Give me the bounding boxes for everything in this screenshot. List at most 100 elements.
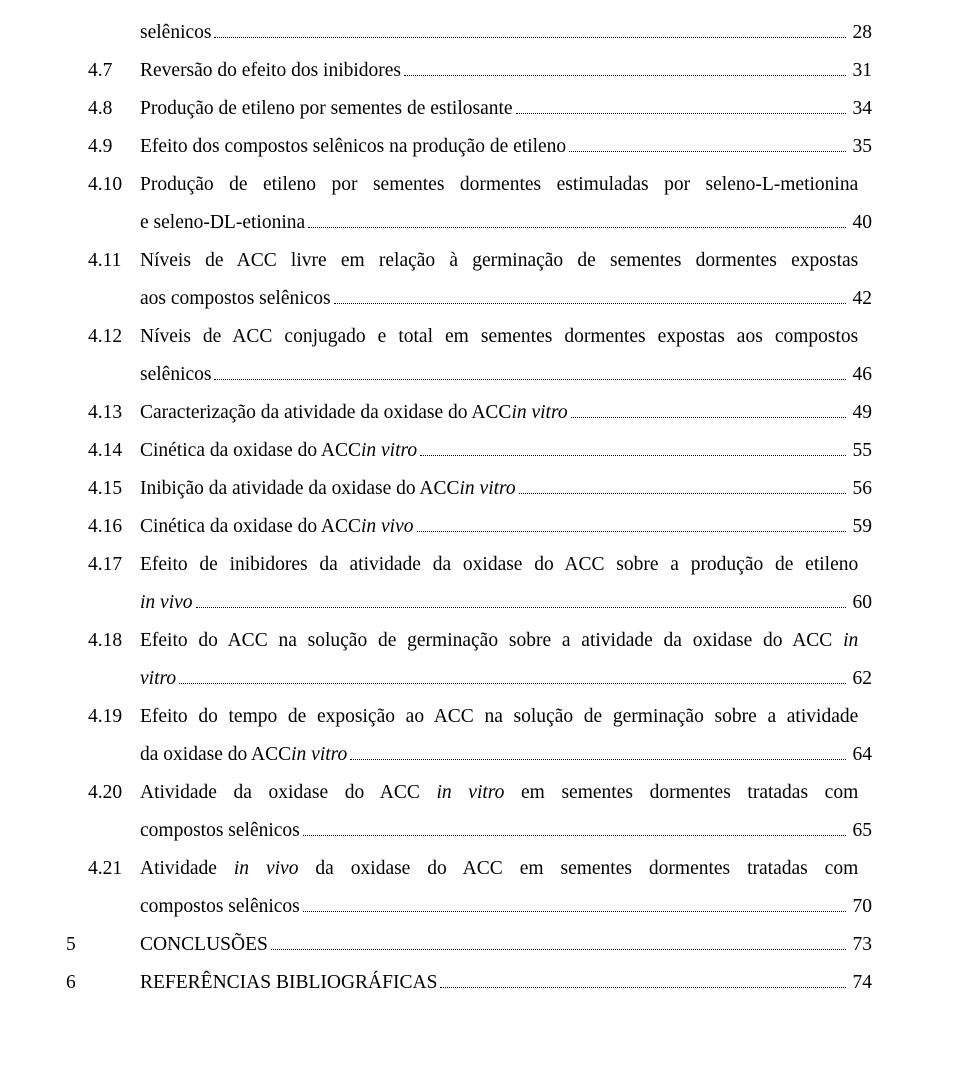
entry-number: 4.7	[88, 52, 140, 90]
toc-entry: 4.10Produção de etileno por sementes dor…	[66, 166, 872, 204]
entry-text: compostos selênicos	[140, 812, 300, 850]
entry-text-wrap: Cinética da oxidase do ACC in vivo	[140, 508, 849, 546]
entry-number: 4.13	[88, 394, 140, 432]
dot-leader	[350, 745, 845, 761]
entry-text: selênicos	[140, 14, 211, 52]
entry-number: 4.10	[88, 166, 140, 204]
entry-text-wrap: in vivo	[140, 584, 849, 622]
entry-text-italic: in vitro	[437, 782, 505, 803]
toc-entry: 4.13Caracterização da atividade da oxida…	[66, 394, 872, 432]
toc-entry: selênicos 28	[66, 14, 872, 52]
entry-text: Caracterização da atividade da oxidase d…	[140, 394, 511, 432]
entry-page: 55	[849, 432, 873, 470]
toc-entry-continuation: selênicos46	[66, 356, 872, 394]
toc-entry: 4.17Efeito de inibidores da atividade da…	[66, 546, 872, 584]
entry-text-line1: Efeito de inibidores da atividade da oxi…	[140, 546, 858, 584]
entry-number: 4.18	[88, 622, 140, 660]
entry-text-wrap: selênicos	[140, 14, 849, 52]
entry-page: 70	[849, 888, 873, 926]
toc-entry-continuation: vitro62	[66, 660, 872, 698]
entry-text: da oxidase do ACC em sementes dormentes …	[298, 858, 858, 879]
entry-text-wrap: CONCLUSÕES	[140, 926, 849, 964]
toc-page: selênicos 284.7Reversão do efeito dos ini…	[0, 0, 960, 1002]
entry-page: 40	[849, 204, 873, 242]
dot-leader	[179, 669, 845, 685]
entry-page: 31	[849, 52, 873, 90]
entry-page: 74	[849, 964, 873, 1002]
entry-page: 62	[849, 660, 873, 698]
entry-number: 4.9	[88, 128, 140, 166]
entry-text-italic: in vivo	[140, 584, 193, 622]
entry-page-spacer	[858, 242, 872, 280]
toc-entry: 4.21Atividade in vivo da oxidase do ACC …	[66, 850, 872, 888]
entry-page-spacer	[858, 546, 872, 584]
entry-text-wrap: Cinética da oxidase do ACC in vitro	[140, 432, 849, 470]
toc-entry: 4.11Níveis de ACC livre em relação à ger…	[66, 242, 872, 280]
entry-text-wrap: compostos selênicos	[140, 888, 849, 926]
entry-page-spacer	[858, 166, 872, 204]
entry-number: 4.14	[88, 432, 140, 470]
dot-leader	[420, 441, 845, 457]
entry-text-line1: Efeito do tempo de exposição ao ACC na s…	[140, 698, 858, 736]
entry-number: 4.17	[88, 546, 140, 584]
entry-text-italic: in vivo	[234, 858, 299, 879]
entry-text-line1: Efeito do ACC na solução de germinação s…	[140, 622, 858, 660]
entry-text-wrap: e seleno-DL-etionina	[140, 204, 849, 242]
entry-text: Efeito dos compostos selênicos na produç…	[140, 128, 566, 166]
entry-text: selênicos	[140, 356, 211, 394]
entry-text-italic: in vitro	[361, 432, 417, 470]
entry-text: compostos selênicos	[140, 888, 300, 926]
entry-text: CONCLUSÕES	[140, 926, 268, 964]
entry-text: Cinética da oxidase do ACC	[140, 432, 361, 470]
entry-text-line1: Níveis de ACC livre em relação à germina…	[140, 242, 858, 280]
entry-page-spacer	[858, 698, 872, 736]
entry-page-spacer	[858, 850, 872, 888]
dot-leader	[303, 897, 846, 913]
entry-page-spacer	[858, 622, 872, 660]
dot-leader	[569, 136, 845, 152]
entry-number: 4.21	[88, 850, 140, 888]
entry-page: 35	[849, 128, 873, 166]
entry-page: 65	[849, 812, 873, 850]
toc-entry: 4.18Efeito do ACC na solução de germinaç…	[66, 622, 872, 660]
entry-text: da oxidase do ACC	[140, 736, 291, 774]
entry-text-italic: in vivo	[361, 508, 414, 546]
entry-text: Inibição da atividade da oxidase do ACC	[140, 470, 460, 508]
toc-entry-continuation: aos compostos selênicos 42	[66, 280, 872, 318]
toc-entry: 4.7Reversão do efeito dos inibidores31	[66, 52, 872, 90]
entry-text-wrap: REFERÊNCIAS BIBLIOGRÁFICAS	[140, 964, 849, 1002]
entry-number: 4.20	[88, 774, 140, 812]
dot-leader	[334, 288, 846, 304]
entry-page-spacer	[858, 774, 872, 812]
toc-entry: 5 CONCLUSÕES 73	[66, 926, 872, 964]
toc-entry-continuation: in vivo60	[66, 584, 872, 622]
dot-leader	[571, 403, 846, 419]
dot-leader	[404, 60, 845, 76]
entry-text-wrap: vitro	[140, 660, 849, 698]
entry-page: 73	[849, 926, 873, 964]
entry-page: 64	[849, 736, 873, 774]
entry-number: 4.19	[88, 698, 140, 736]
dot-leader	[214, 365, 845, 381]
entry-text-wrap: selênicos	[140, 356, 849, 394]
entry-chapter: 5	[66, 926, 88, 964]
toc-entry-continuation: compostos selênicos 65	[66, 812, 872, 850]
entry-number: 4.8	[88, 90, 140, 128]
entry-text-italic: in vitro	[291, 736, 347, 774]
toc-entry: 4.14Cinética da oxidase do ACC in vitro5…	[66, 432, 872, 470]
entry-page: 49	[849, 394, 873, 432]
entry-text-wrap: Produção de etileno por sementes de esti…	[140, 90, 849, 128]
entry-text-line1: Produção de etileno por sementes dorment…	[140, 166, 858, 204]
entry-text: aos compostos selênicos	[140, 280, 331, 318]
dot-leader	[516, 98, 846, 114]
entry-text-wrap: compostos selênicos	[140, 812, 849, 850]
entry-text-italic: in	[843, 630, 858, 651]
entry-text: em sementes dormentes tratadas com	[504, 782, 858, 803]
toc-entry-continuation: compostos selênicos 70	[66, 888, 872, 926]
toc-entry-continuation: e seleno-DL-etionina40	[66, 204, 872, 242]
entry-number: 4.15	[88, 470, 140, 508]
entry-page: 28	[849, 14, 873, 52]
entry-number: 4.12	[88, 318, 140, 356]
entry-text: Atividade da oxidase do ACC	[140, 782, 437, 803]
entry-page: 42	[849, 280, 873, 318]
